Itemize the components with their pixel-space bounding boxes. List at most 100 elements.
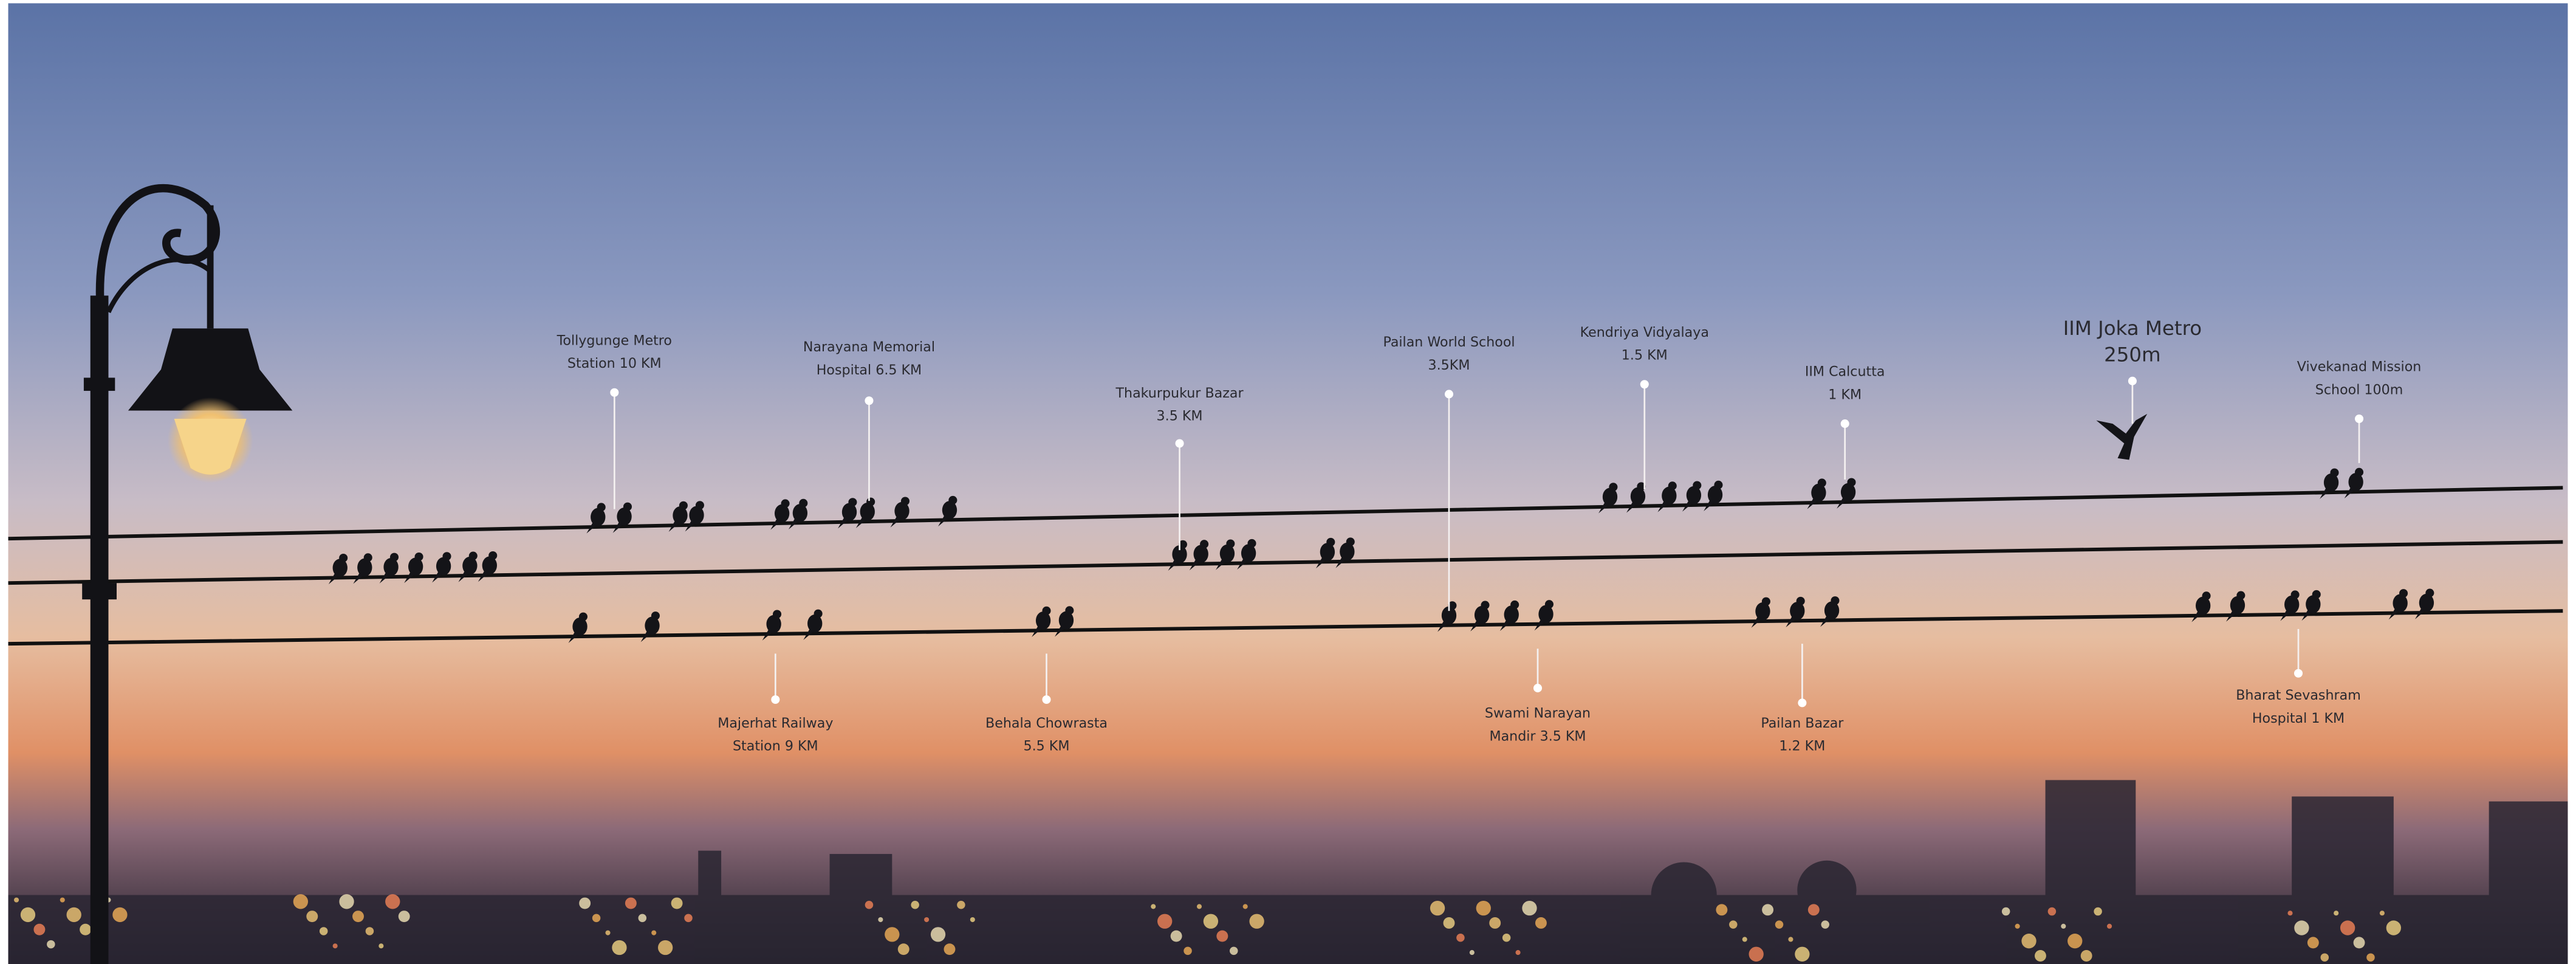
pin-dot: [1841, 419, 1849, 428]
city-light: [1157, 914, 1172, 929]
bird-head: [781, 499, 790, 508]
city-light: [592, 914, 601, 923]
city-light: [14, 898, 19, 903]
location-label: Vivekanad Mission: [2297, 359, 2422, 375]
city-light: [1243, 904, 1248, 909]
bird-head: [1247, 539, 1256, 548]
bird-head: [442, 552, 451, 560]
bird-head: [1847, 478, 1855, 486]
city-light: [2366, 953, 2375, 962]
pin-dot: [1798, 698, 1806, 707]
bird-head: [1818, 478, 1826, 487]
city-light: [2048, 907, 2057, 916]
bird-head: [2202, 591, 2211, 600]
city-light: [1516, 950, 1521, 955]
city-light: [1795, 947, 1809, 962]
city-light: [2340, 920, 2355, 935]
location-label: Pailan World School: [1383, 334, 1515, 350]
bird-head: [1065, 606, 1074, 615]
city-light: [1522, 901, 1536, 915]
city-light: [1456, 934, 1465, 942]
bird-head: [799, 499, 807, 508]
city-light: [1230, 947, 1238, 955]
pin-dot: [1176, 439, 1184, 447]
bird-head: [2236, 591, 2245, 600]
location-label: 1 KM: [1828, 387, 1862, 403]
bird-head: [1693, 481, 1701, 490]
pin-dot: [1640, 380, 1649, 388]
city-light: [1476, 901, 1491, 915]
location-label: Majerhat Railway: [718, 715, 833, 731]
page: Tollygunge MetroStation 10 KMNarayana Me…: [0, 0, 2576, 964]
location-label: 250m: [2104, 343, 2161, 366]
location-label: Hospital 1 KM: [2252, 711, 2345, 726]
bird-head: [1042, 607, 1050, 615]
city-light: [671, 898, 683, 909]
city-light: [1216, 931, 1228, 942]
bird-head: [2399, 589, 2408, 597]
city-light: [1742, 937, 1747, 942]
city-light: [47, 940, 55, 949]
bird-head: [679, 501, 688, 510]
city-light: [1762, 904, 1773, 915]
bird-head: [1200, 540, 1208, 548]
pin-dot: [771, 695, 779, 704]
city-light: [2021, 934, 2036, 948]
city-light: [651, 931, 656, 935]
city-light: [2002, 907, 2010, 916]
location-label: Swami Narayan: [1485, 706, 1591, 721]
bird-head: [1714, 481, 1722, 489]
city-light: [2287, 911, 2292, 915]
location-label: Thakurpukur Bazar: [1115, 385, 1244, 401]
city-light: [878, 917, 883, 922]
city-light: [1151, 904, 1156, 909]
location-label: School 100m: [2315, 382, 2403, 398]
city-light: [379, 943, 383, 948]
location-label: Mandir 3.5 KM: [1489, 729, 1586, 745]
bird-head: [364, 553, 372, 562]
city-light: [684, 914, 693, 923]
city-light: [112, 907, 127, 922]
pin-dot: [2355, 415, 2363, 423]
pin-dot: [1533, 684, 1542, 692]
location-label: Tollygunge Metro: [557, 332, 672, 348]
city-light: [399, 911, 410, 922]
city-light: [911, 901, 919, 909]
sky: [9, 3, 2568, 964]
city-light: [885, 927, 899, 942]
location-label: Bharat Sevashram: [2236, 687, 2361, 703]
bird-head: [948, 496, 957, 504]
location-label: 1.2 KM: [1779, 738, 1825, 754]
bird-head: [597, 503, 606, 511]
bird-head: [1668, 481, 1677, 490]
pin-dot: [1042, 695, 1050, 704]
city-light: [1808, 904, 1820, 915]
location-label: Hospital 6.5 KM: [817, 362, 922, 378]
city-light: [625, 898, 637, 909]
bird-head: [814, 610, 823, 618]
city-light: [67, 907, 81, 922]
city-light: [1716, 904, 1727, 915]
location-label: 3.5KM: [1428, 357, 1470, 373]
city-light: [60, 898, 65, 903]
city-light: [1249, 914, 1264, 929]
bird-head: [2425, 589, 2434, 597]
city-light: [80, 924, 91, 935]
city-light: [1821, 920, 1829, 929]
bird-head: [1326, 538, 1335, 546]
city-light: [2334, 911, 2338, 915]
city-light: [1470, 950, 1475, 955]
city-light: [2294, 920, 2309, 935]
bird-head: [488, 551, 497, 560]
bird-head: [848, 498, 857, 506]
pin-dot: [2294, 669, 2303, 678]
bird-head: [1831, 596, 1839, 605]
scene: Tollygunge MetroStation 10 KMNarayana Me…: [0, 0, 2576, 964]
bird-head: [339, 554, 348, 562]
location-label: Behala Chowrasta: [985, 715, 1108, 731]
bird-head: [1762, 597, 1770, 606]
city-light: [1204, 914, 1218, 929]
bird-head: [579, 613, 587, 621]
city-light: [957, 901, 965, 909]
city-light: [1788, 937, 1793, 942]
